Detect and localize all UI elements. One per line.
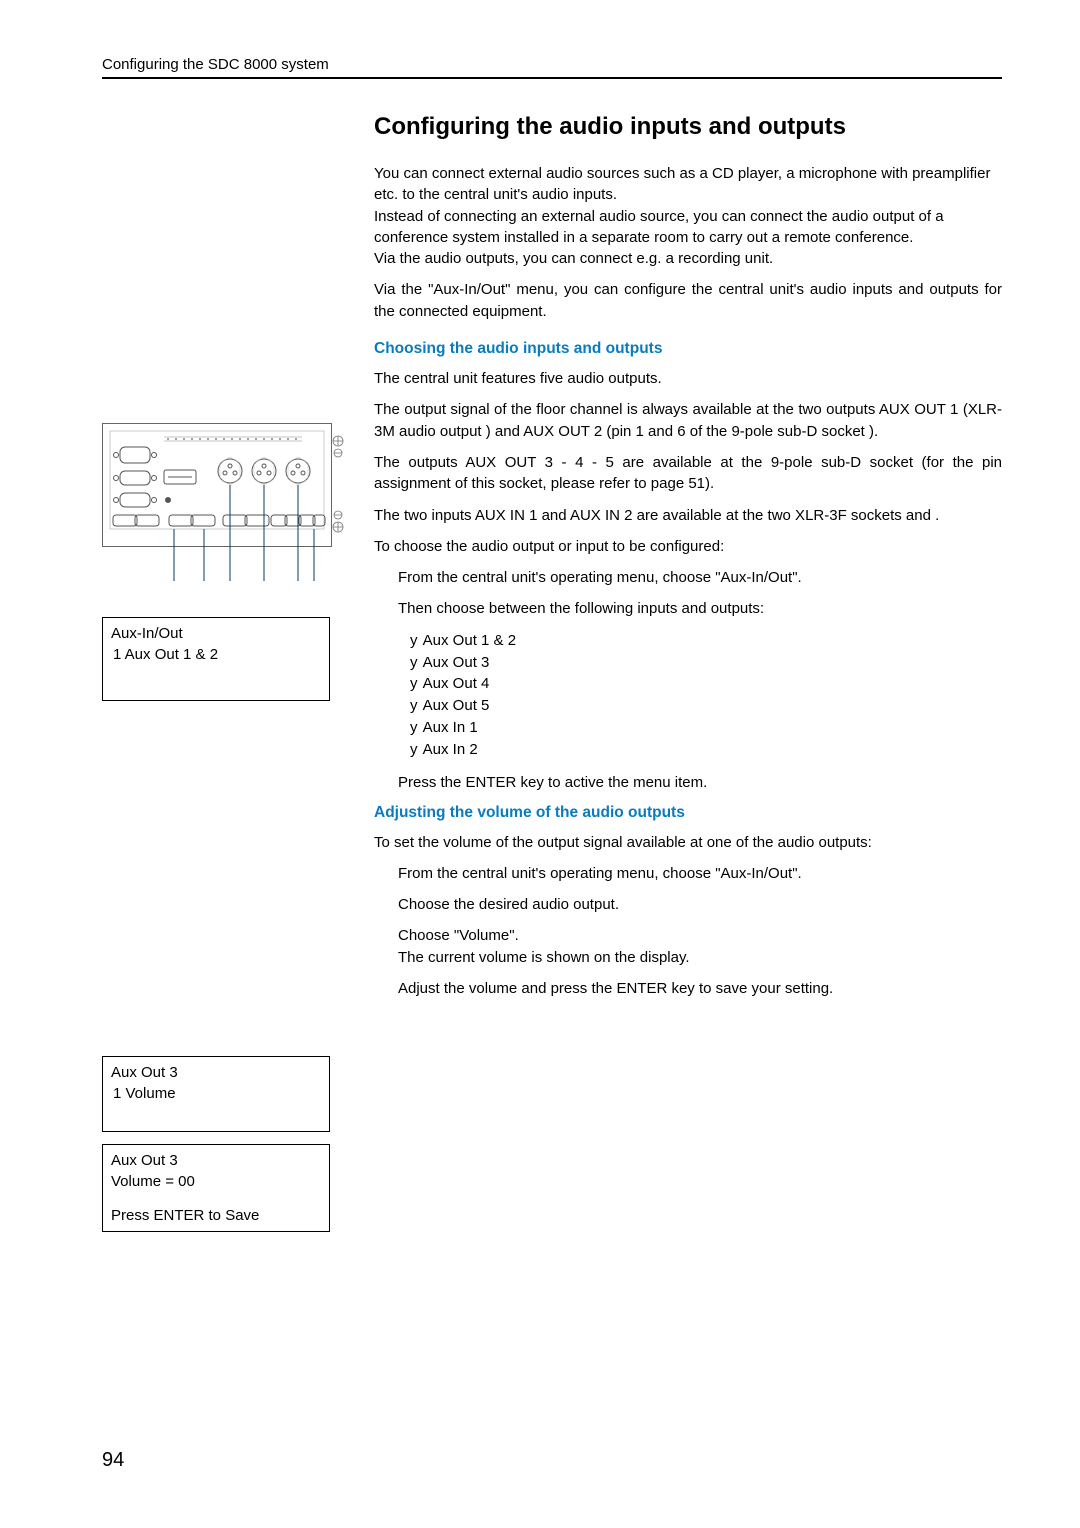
list-item: y Aux Out 1 & 2 [410,630,1002,652]
paragraph: Via the "Aux-In/Out" menu, you can confi… [374,279,1002,322]
text: ". [509,927,519,944]
list-item: y Aux In 1 [410,717,1002,739]
list-item: y Aux Out 5 [410,695,1002,717]
paragraph: To choose the audio output or input to b… [374,536,1002,557]
text: Via the " [374,281,433,298]
menu-name: Aux-In/Out [721,569,793,586]
lcd-aux-out3-volume: Aux Out 3 Volume = 00 Press ENTER to Sav… [102,1144,330,1232]
menu-name: Aux-In/Out [721,865,793,882]
step: Choose "Volume". The current volume is s… [374,925,1002,968]
list-item: y Aux Out 3 [410,652,1002,674]
menu-name: Volume [459,927,509,944]
list-item: y Aux In 2 [410,739,1002,761]
menu-name: Aux-In/Out [433,281,505,298]
option: Aux Out 1 & 2 [423,632,516,649]
list-item: y Aux Out 4 [410,673,1002,695]
text: You can connect external audio sources s… [374,165,990,203]
option: Aux Out 3 [423,654,490,671]
lcd-line: Aux Out 3 [111,1150,321,1171]
lcd-aux-out3-menu: Aux Out 3 1 Volume [102,1056,330,1132]
section-title: Configuring the audio inputs and outputs [374,113,1002,141]
lcd-line: Volume = 00 [111,1171,321,1192]
lcd-line: Aux-In/Out [111,623,321,644]
paragraph: You can connect external audio sources s… [374,163,1002,269]
lcd-line: Aux Out 3 [111,1062,321,1083]
text: From the central unit's operating menu, … [398,865,721,882]
lcd-aux-in-out: Aux-In/Out 1 Aux Out 1 & 2 [102,617,330,701]
rear-panel-diagram [102,423,348,599]
subhead: Adjusting the volume of the audio output… [374,804,1002,822]
text: From the central unit's operating menu, … [398,569,721,586]
text: Instead of connecting an external audio … [374,208,944,246]
step: From the central unit's operating menu, … [374,567,1002,588]
text: ". [792,865,802,882]
text: Via the audio outputs, you can connect e… [374,250,773,267]
step: Press the ENTER key to active the menu i… [374,772,1002,793]
text: The current volume is shown on the displ… [398,949,690,966]
paragraph: To set the volume of the output signal a… [374,832,1002,853]
paragraph: The central unit features five audio out… [374,368,1002,389]
page-number: 94 [102,1449,124,1472]
option: Aux Out 5 [423,697,490,714]
lcd-line: 1 Aux Out 1 & 2 [111,644,321,665]
paragraph: The output signal of the floor channel i… [374,399,1002,442]
option: Aux In 2 [423,741,478,758]
option-list: y Aux Out 1 & 2 y Aux Out 3 y Aux Out 4 … [374,630,1002,761]
text: Choose " [398,927,459,944]
option: Aux In 1 [423,719,478,736]
step: Adjust the volume and press the ENTER ke… [374,978,1002,999]
step: Choose the desired audio output. [374,894,1002,915]
left-column: Aux-In/Out 1 Aux Out 1 & 2 Aux Out 3 1 V… [102,113,348,1232]
paragraph: The two inputs AUX IN 1 and AUX IN 2 are… [374,505,1002,526]
subhead: Choosing the audio inputs and outputs [374,340,1002,358]
running-head: Configuring the SDC 8000 system [102,56,1002,73]
step: From the central unit's operating menu, … [374,863,1002,884]
lcd-line: 1 Volume [111,1083,321,1104]
step: Then choose between the following inputs… [374,598,1002,619]
lcd-line: Press ENTER to Save [111,1205,259,1226]
right-column: Configuring the audio inputs and outputs… [374,113,1002,1232]
option: Aux Out 4 [423,675,490,692]
text: ". [792,569,802,586]
header-rule [102,77,1002,79]
paragraph: The outputs AUX OUT 3 - 4 - 5 are availa… [374,452,1002,495]
